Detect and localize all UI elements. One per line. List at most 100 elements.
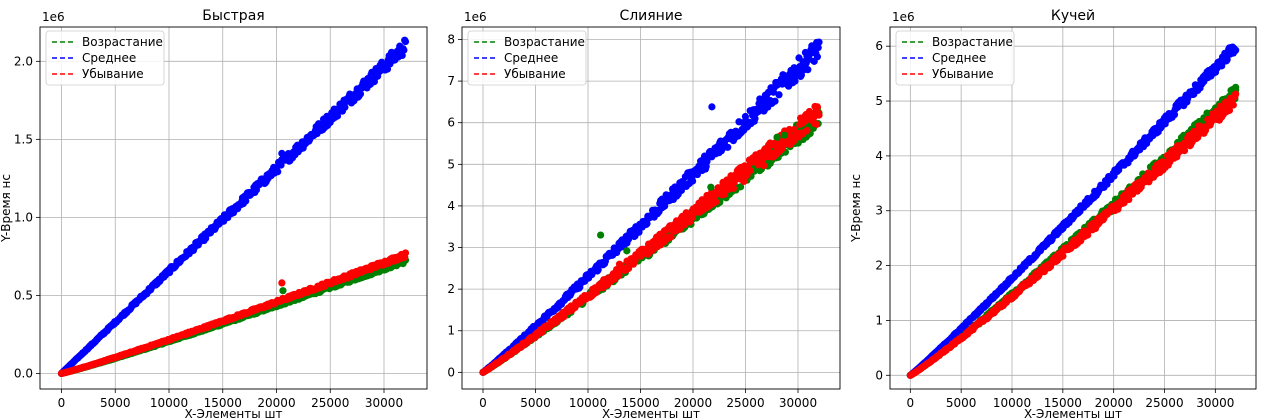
data-point — [708, 103, 716, 111]
y-tick-label: 1.5 — [14, 132, 33, 146]
data-point — [773, 133, 781, 141]
data-point — [814, 43, 822, 52]
x-tick-label: 20000 — [257, 396, 295, 410]
data-point — [1125, 195, 1133, 204]
data-point — [274, 168, 282, 176]
x-tick-label: 20000 — [1095, 396, 1133, 410]
chart-title: Быстрая — [202, 8, 264, 24]
series-3 — [906, 90, 1240, 379]
y-tick-label: 4 — [447, 199, 455, 213]
data-point — [801, 117, 809, 125]
data-point — [615, 271, 623, 279]
y-axis-label: Y-Время нс — [849, 174, 863, 243]
data-points — [906, 43, 1240, 379]
x-tick-label: 20000 — [674, 396, 712, 410]
chart-panel-2: 0 5000 10000 15000 20000 25000 30000 0 1 2 3 4 5 6 7 81… — [447, 8, 841, 419]
data-points — [57, 36, 410, 377]
y-multiplier-label: 1e6 — [464, 10, 487, 24]
chart-title: Кучей — [1051, 8, 1095, 24]
x-tick-label: 10000 — [150, 396, 188, 410]
data-point — [689, 213, 697, 221]
data-point — [333, 112, 342, 120]
data-point — [780, 131, 788, 139]
data-point — [341, 103, 349, 111]
x-tick-label: 15000 — [1044, 396, 1082, 410]
data-point — [1180, 147, 1189, 155]
data-point — [724, 143, 732, 151]
y-tick-label: 0 — [875, 368, 883, 382]
data-point — [1232, 90, 1240, 98]
chart-panel-1: 0 5000 10000 15000 20000 25000 30000 0.0 0.5 1.0 1… — [0, 8, 428, 419]
x-axis-label: X-Элементы шт — [185, 407, 283, 419]
data-point — [615, 260, 624, 268]
axes-frame — [39, 26, 428, 390]
data-point — [1229, 101, 1237, 109]
y-tick-label: 5 — [447, 157, 455, 171]
data-point — [809, 114, 818, 122]
axes-frame — [461, 26, 841, 390]
data-point — [712, 198, 720, 206]
legend-entry: Возрастание — [82, 35, 163, 49]
grid — [462, 27, 840, 389]
y-multiplier-label: 1e6 — [42, 10, 65, 24]
x-tick-label: 25000 — [311, 396, 349, 410]
data-point — [813, 120, 821, 128]
x-tick-label: 15000 — [621, 396, 659, 410]
data-point — [625, 264, 633, 272]
y-tick-label: 0.0 — [14, 366, 33, 380]
y-tick-label: 6 — [447, 116, 455, 130]
x-tick-label: 0 — [907, 396, 915, 410]
x-tick-label: 30000 — [779, 396, 817, 410]
x-tick-label: 25000 — [726, 396, 764, 410]
data-point — [815, 38, 823, 46]
legend-box — [467, 30, 587, 86]
data-point — [760, 161, 768, 170]
x-tick-label: 10000 — [993, 396, 1031, 410]
axes-frame — [889, 26, 1257, 390]
data-point — [667, 233, 675, 241]
x-tick-label: 15000 — [204, 396, 242, 410]
x-axis-label: X-Элементы шт — [1024, 407, 1122, 419]
data-point — [740, 177, 748, 186]
data-point — [401, 37, 410, 46]
y-tick-label: 8 — [447, 32, 455, 46]
data-point — [804, 66, 812, 74]
data-point — [279, 287, 287, 295]
legend: Возрастание Среднее Убывание — [467, 30, 587, 86]
data-point — [1232, 83, 1240, 91]
data-point — [771, 97, 779, 105]
y-tick-label: 2.0 — [14, 54, 33, 68]
legend-entry: Среднее — [82, 51, 136, 65]
data-point — [356, 90, 365, 98]
legend: Возрастание Среднее Убывание — [45, 30, 165, 86]
data-point — [1225, 106, 1234, 114]
data-point — [803, 126, 811, 135]
data-point — [594, 266, 602, 274]
y-tick-label: 1 — [875, 313, 883, 327]
x-axis-label: X-Элементы шт — [602, 407, 700, 419]
y-tick-label: 0 — [447, 365, 455, 379]
x-tick-label: 30000 — [1196, 396, 1234, 410]
chart-title: Слияние — [619, 8, 682, 24]
legend-box — [45, 30, 165, 86]
x-tick-label: 30000 — [365, 396, 403, 410]
y-tick-label: 7 — [447, 74, 455, 88]
data-point — [277, 161, 285, 169]
legend-entry: Убывание — [82, 67, 144, 81]
chart-panel-3: 0 5000 10000 15000 20000 25000 30000 0 1 2 3 4 5 6 1e6… — [849, 8, 1257, 419]
y-tick-label: 2 — [447, 282, 455, 296]
legend-entry: Убывание — [504, 67, 566, 81]
data-point — [1170, 111, 1179, 119]
data-point — [689, 177, 697, 185]
y-tick-label: 1.0 — [14, 210, 33, 224]
data-point — [400, 46, 408, 54]
series-2 — [57, 36, 410, 377]
x-tick-label: 25000 — [1145, 396, 1183, 410]
data-point — [791, 77, 799, 85]
data-point — [1232, 46, 1240, 54]
y-tick-label: 3 — [875, 204, 883, 218]
y-tick-label: 1 — [447, 324, 455, 338]
data-point — [623, 247, 631, 255]
y-tick-label: 4 — [875, 149, 883, 163]
